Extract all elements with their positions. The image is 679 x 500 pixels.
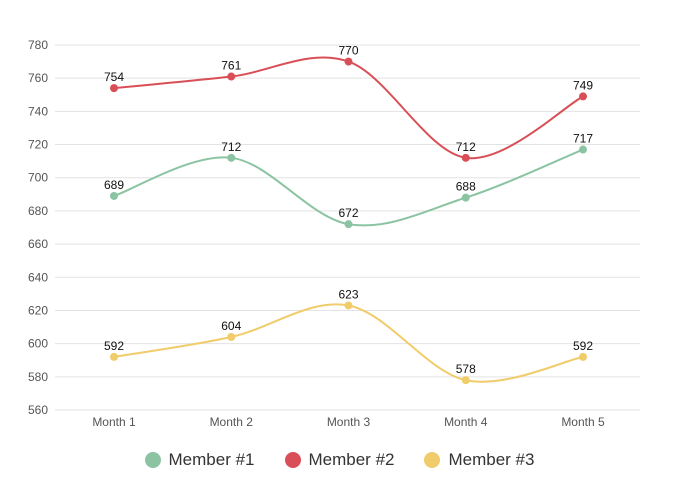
data-label-member-2-month-1: 754 (104, 70, 124, 84)
data-label-member-3-month-2: 604 (221, 319, 241, 333)
x-axis-ticks: Month 1 Month 2 Month 3 Month 4 Month 5 (92, 415, 605, 429)
data-point-member-3-month-1 (110, 352, 118, 361)
data-point-member-2-month-4 (461, 153, 470, 162)
line-chart: 560 580 600 620 640 660 680 700 720 740 760 780 Mon… (28, 38, 640, 429)
data-point-member-1-month-2 (227, 153, 236, 162)
y-tick-label-620: 620 (28, 303, 48, 317)
y-tick-label-720: 720 (28, 138, 48, 152)
series-line-member-2 (113, 56, 584, 160)
x-tick-label-2: Month 2 (210, 415, 254, 429)
legend-label-member-2: Member #2 (308, 450, 395, 469)
x-tick-label-1: Month 1 (92, 415, 136, 429)
data-label-member-1-month-3: 672 (338, 206, 358, 220)
legend: Member #1 Member #2 Member #3 (0, 450, 679, 470)
data-point-member-3-month-2 (227, 333, 236, 341)
grid-lines (55, 44, 640, 411)
y-tick-label-740: 740 (28, 104, 48, 118)
data-label-member-2-month-5: 749 (573, 78, 593, 92)
x-tick-label-4: Month 4 (444, 415, 488, 429)
data-label-member-3-month-5: 592 (573, 339, 593, 353)
data-label-member-3-month-4: 578 (456, 362, 476, 376)
legend-swatch-member-2 (284, 452, 301, 468)
legend-label-member-1: Member #1 (168, 450, 255, 469)
data-label-member-1-month-1: 689 (104, 178, 124, 192)
data-label-member-1-month-5: 717 (573, 132, 593, 146)
data-label-member-2-month-2: 761 (221, 59, 241, 73)
data-point-member-2-month-3 (344, 57, 353, 66)
legend-item-member-3[interactable]: Member #3 (424, 450, 534, 470)
y-tick-label-700: 700 (28, 171, 48, 185)
data-label-member-3-month-1: 592 (104, 339, 124, 353)
data-point-member-3-month-4 (461, 376, 470, 385)
data-label-member-1-month-2: 712 (221, 140, 241, 154)
data-label-member-1-month-4: 688 (456, 180, 476, 194)
data-point-member-1-month-3 (344, 220, 353, 229)
series-line-member-3 (113, 303, 584, 383)
y-tick-label-780: 780 (28, 38, 48, 52)
data-label-member-2-month-4: 712 (456, 140, 476, 154)
legend-swatch-member-3 (424, 452, 441, 468)
legend-swatch-member-1 (144, 452, 161, 468)
data-point-member-3-month-3 (344, 301, 353, 310)
legend-item-member-2[interactable]: Member #2 (284, 450, 395, 470)
legend-item-member-1[interactable]: Member #1 (144, 450, 255, 470)
y-tick-label-580: 580 (28, 370, 48, 384)
data-point-member-3-month-5 (579, 352, 587, 361)
series-lines (110, 56, 587, 385)
y-tick-label-680: 680 (28, 204, 48, 218)
x-tick-label-5: Month 5 (561, 415, 605, 429)
y-tick-label-600: 600 (28, 337, 48, 351)
data-label-member-2-month-3: 770 (338, 44, 358, 58)
data-point-member-2-month-5 (579, 92, 587, 101)
legend-label-member-3: Member #3 (448, 450, 535, 469)
data-label-member-3-month-3: 623 (338, 287, 358, 301)
y-tick-label-760: 760 (28, 71, 48, 85)
data-point-member-2-month-2 (227, 72, 236, 81)
y-tick-label-560: 560 (28, 403, 48, 417)
data-labels: 689 712 672 688 717 754 761 770 712 749 592 604 623 5… (104, 44, 593, 377)
data-point-member-1-month-1 (110, 191, 118, 200)
y-tick-label-660: 660 (28, 237, 48, 251)
y-tick-label-640: 640 (28, 270, 48, 284)
y-axis-ticks: 560 580 600 620 640 660 680 700 720 740 760 780 (28, 38, 48, 417)
data-point-member-1-month-4 (461, 193, 470, 202)
data-point-member-1-month-5 (579, 145, 587, 154)
x-tick-label-3: Month 3 (327, 415, 371, 429)
data-point-member-2-month-1 (110, 84, 118, 93)
